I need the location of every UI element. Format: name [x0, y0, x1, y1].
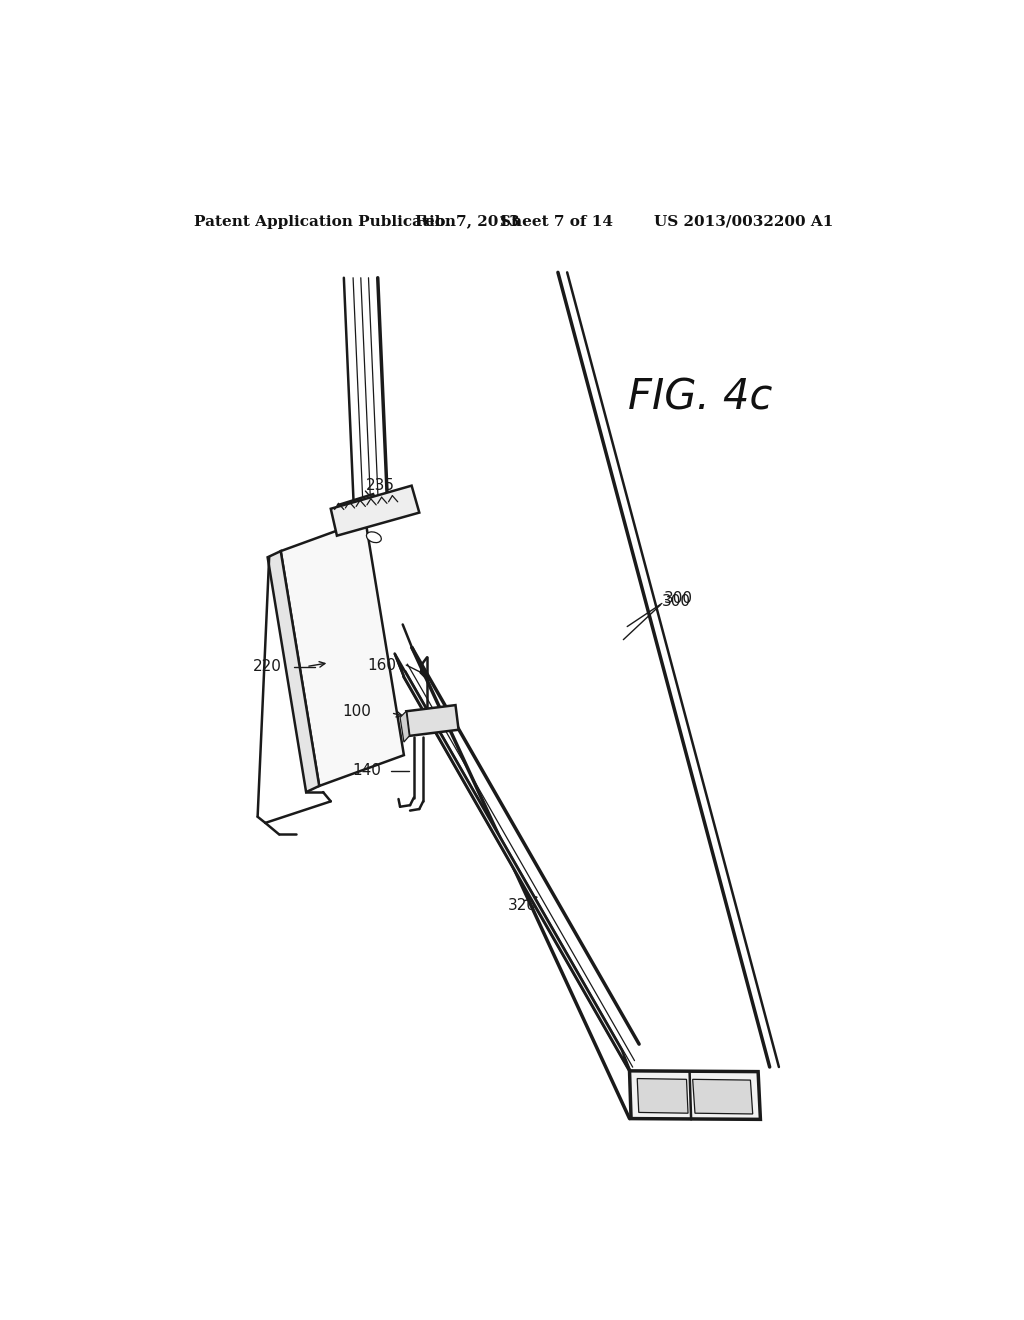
- Text: Feb. 7, 2013: Feb. 7, 2013: [416, 215, 520, 228]
- Polygon shape: [637, 1078, 688, 1113]
- Text: 160: 160: [368, 657, 396, 673]
- Text: US 2013/0032200 A1: US 2013/0032200 A1: [654, 215, 834, 228]
- Text: Sheet 7 of 14: Sheet 7 of 14: [500, 215, 613, 228]
- Text: FIG. 4c: FIG. 4c: [628, 376, 772, 418]
- Ellipse shape: [367, 532, 381, 543]
- Text: 220: 220: [253, 659, 283, 675]
- Polygon shape: [267, 552, 319, 792]
- Text: 140: 140: [352, 763, 381, 777]
- Polygon shape: [630, 1071, 761, 1119]
- Text: 100: 100: [343, 704, 372, 719]
- Polygon shape: [281, 520, 403, 785]
- Text: 300: 300: [665, 591, 693, 606]
- Polygon shape: [394, 653, 631, 1073]
- Polygon shape: [331, 486, 419, 536]
- Text: Patent Application Publication: Patent Application Publication: [194, 215, 456, 228]
- Polygon shape: [400, 711, 410, 742]
- Polygon shape: [339, 494, 381, 521]
- Text: 235: 235: [366, 478, 394, 494]
- Polygon shape: [692, 1080, 753, 1114]
- Text: 300: 300: [662, 594, 691, 609]
- Text: 320: 320: [508, 898, 537, 913]
- Polygon shape: [407, 705, 459, 737]
